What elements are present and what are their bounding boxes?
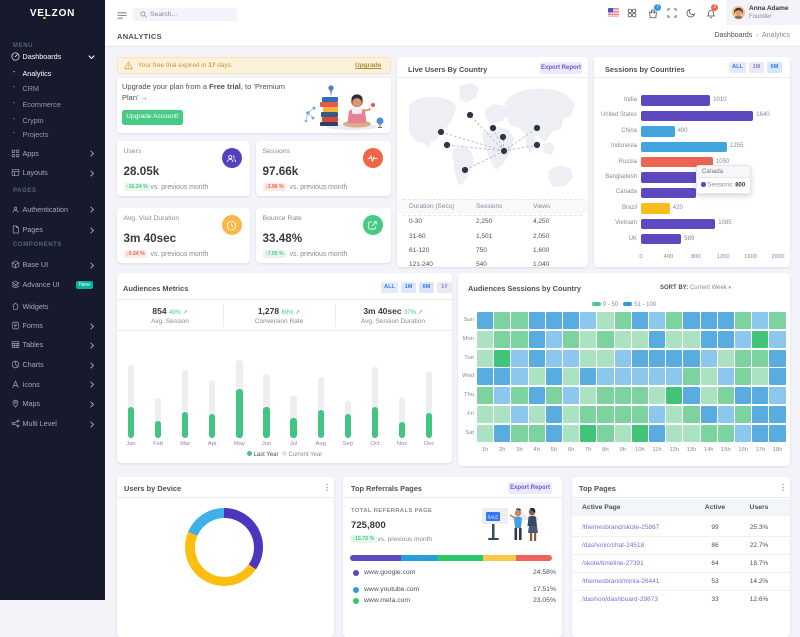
svg-text:SALE: SALE: [488, 515, 499, 520]
